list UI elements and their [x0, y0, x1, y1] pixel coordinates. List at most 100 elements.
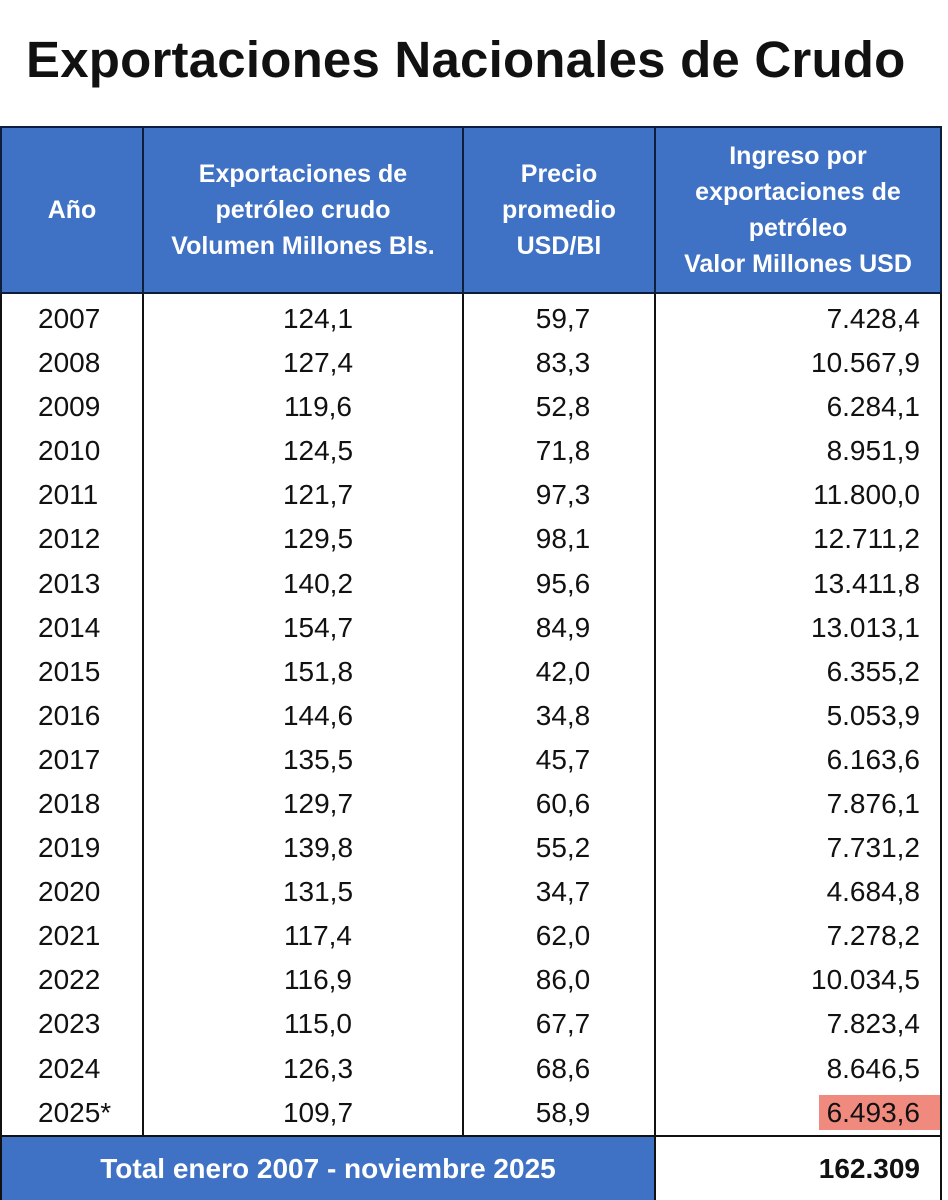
- value-cell: 7.278,2: [654, 914, 942, 959]
- year-cell: 2023: [0, 1002, 144, 1047]
- year-cell: 2022: [0, 958, 144, 1003]
- price-cell: 45,7: [462, 737, 656, 782]
- year-cell: 2011: [0, 473, 144, 518]
- value-cell: 10.567,9: [654, 341, 942, 386]
- year-cell: 2010: [0, 429, 144, 474]
- volume-cell: 139,8: [142, 826, 464, 871]
- value-cell: 7.876,1: [654, 781, 942, 827]
- year-cell: 2018: [0, 781, 144, 827]
- header-year: Año: [0, 126, 144, 294]
- table-row: 2014 154,7 84,9 13.013,1: [0, 605, 942, 650]
- header-value-line: Ingreso por: [729, 142, 867, 170]
- price-cell: 34,7: [462, 870, 656, 915]
- table-row: 2012 129,5 98,1 12.711,2: [0, 517, 942, 562]
- value-cell: 12.711,2: [654, 517, 942, 562]
- value-cell: 6.355,2: [654, 649, 942, 694]
- table-row: 2021 117,4 62,0 7.278,2: [0, 914, 942, 959]
- price-cell: 83,3: [462, 341, 656, 386]
- price-cell: 97,3: [462, 473, 656, 518]
- value-cell: 7.823,4: [654, 1002, 942, 1047]
- volume-cell: 124,5: [142, 429, 464, 474]
- header-price-line: Precio: [520, 160, 598, 188]
- table-body: 2007 124,1 59,7 7.428,4 2008 127,4 83,3 10.567,…: [0, 293, 942, 1136]
- header-volume-line: Exportaciones de: [198, 160, 408, 188]
- header-price-line: promedio: [502, 196, 616, 224]
- volume-cell: 117,4: [142, 914, 464, 959]
- value-cell: 13.013,1: [654, 605, 942, 650]
- volume-cell: 135,5: [142, 737, 464, 782]
- table-row: 2015 151,8 42,0 6.355,2: [0, 649, 942, 694]
- value-cell: 7.428,4: [654, 293, 942, 341]
- table-row: 2020 131,5 34,7 4.684,8: [0, 870, 942, 915]
- volume-cell: 127,4: [142, 341, 464, 386]
- year-cell: 2024: [0, 1046, 144, 1091]
- total-label: Total enero 2007 - noviembre 2025: [0, 1134, 656, 1200]
- year-cell: 2021: [0, 914, 144, 959]
- volume-cell: 154,7: [142, 605, 464, 650]
- price-cell: 86,0: [462, 958, 656, 1003]
- table-row: 2025* 109,7 58,9 6.493,6: [0, 1090, 942, 1136]
- price-cell: 34,8: [462, 693, 656, 738]
- table-row: 2017 135,5 45,7 6.163,6: [0, 737, 942, 782]
- header-value: Ingreso por exportaciones de petróleo Valor…: [654, 126, 942, 294]
- table-row: 2023 115,0 67,7 7.823,4: [0, 1002, 942, 1047]
- year-cell: 2017: [0, 737, 144, 782]
- volume-cell: 126,3: [142, 1046, 464, 1091]
- total-row: Total enero 2007 - noviembre 2025 162.30…: [0, 1134, 942, 1200]
- total-value: 162.309: [654, 1134, 942, 1200]
- volume-cell: 124,1: [142, 293, 464, 341]
- value-cell: 5.053,9: [654, 693, 942, 738]
- header-price: Precio promedio USD/Bl: [462, 126, 656, 294]
- header-value-line: exportaciones de: [695, 178, 901, 206]
- table-row: 2011 121,7 97,3 11.800,0: [0, 473, 942, 518]
- volume-cell: 140,2: [142, 561, 464, 606]
- year-cell: 2007: [0, 293, 144, 341]
- year-cell: 2025*: [0, 1090, 144, 1136]
- volume-cell: 119,6: [142, 385, 464, 430]
- volume-cell: 129,7: [142, 781, 464, 827]
- header-volume: Exportaciones de petróleo crudo Volumen Mi…: [142, 126, 464, 294]
- price-cell: 58,9: [462, 1090, 656, 1136]
- table-row: 2016 144,6 34,8 5.053,9: [0, 693, 942, 738]
- year-cell: 2016: [0, 693, 144, 738]
- table-row: 2018 129,7 60,6 7.876,1: [0, 781, 942, 827]
- price-cell: 52,8: [462, 385, 656, 430]
- table-row: 2010 124,5 71,8 8.951,9: [0, 429, 942, 474]
- price-cell: 98,1: [462, 517, 656, 562]
- value-cell: 7.731,2: [654, 826, 942, 871]
- highlighted-value: 6.493,6: [818, 1094, 940, 1130]
- year-cell: 2019: [0, 826, 144, 871]
- price-cell: 68,6: [462, 1046, 656, 1091]
- volume-cell: 144,6: [142, 693, 464, 738]
- header-price-line: USD/Bl: [516, 232, 602, 260]
- value-cell: 11.800,0: [654, 473, 942, 518]
- year-cell: 2008: [0, 341, 144, 386]
- year-cell: 2013: [0, 561, 144, 606]
- header-year-line: Año: [47, 196, 97, 224]
- value-cell: 8.646,5: [654, 1046, 942, 1091]
- volume-cell: 116,9: [142, 958, 464, 1003]
- volume-cell: 131,5: [142, 870, 464, 915]
- volume-cell: 129,5: [142, 517, 464, 562]
- table-row: 2007 124,1 59,7 7.428,4: [0, 293, 942, 341]
- header-volume-line: Volumen Millones Bls.: [171, 232, 435, 260]
- year-cell: 2020: [0, 870, 144, 915]
- table-row: 2009 119,6 52,8 6.284,1: [0, 385, 942, 430]
- volume-cell: 109,7: [142, 1090, 464, 1136]
- price-cell: 60,6: [462, 781, 656, 827]
- price-cell: 71,8: [462, 429, 656, 474]
- value-cell: 8.951,9: [654, 429, 942, 474]
- table-row: 2019 139,8 55,2 7.731,2: [0, 826, 942, 871]
- exports-table: Año Exportaciones de petróleo crudo Volume…: [0, 126, 942, 1200]
- value-cell: 13.411,8: [654, 561, 942, 606]
- table-row: 2013 140,2 95,6 13.411,8: [0, 561, 942, 606]
- value-cell: 6.163,6: [654, 737, 942, 782]
- year-cell: 2014: [0, 605, 144, 650]
- price-cell: 67,7: [462, 1002, 656, 1047]
- value-cell: 6.284,1: [654, 385, 942, 430]
- year-cell: 2015: [0, 649, 144, 694]
- volume-cell: 115,0: [142, 1002, 464, 1047]
- value-cell: 6.493,6: [654, 1090, 942, 1136]
- header-value-line: petróleo: [748, 214, 848, 242]
